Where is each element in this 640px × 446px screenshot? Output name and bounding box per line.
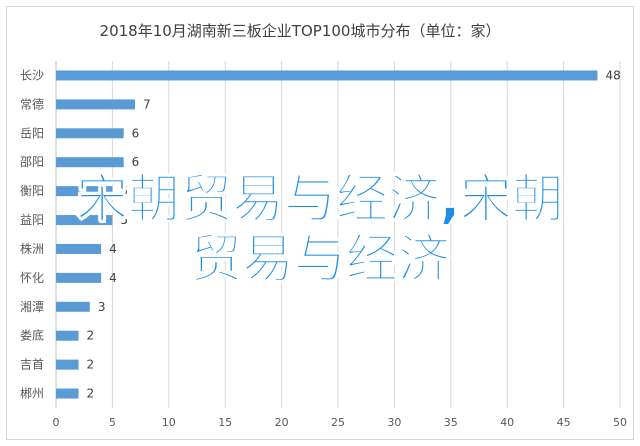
x-tick-label: 0 — [53, 416, 60, 429]
x-tick-label: 20 — [275, 416, 289, 429]
bar — [56, 301, 90, 312]
x-tick-label: 45 — [557, 416, 571, 429]
bar — [56, 359, 79, 370]
category-label: 益阳 — [20, 213, 44, 227]
grid-lines — [55, 61, 621, 408]
bar — [56, 388, 79, 399]
x-tick-label: 40 — [500, 416, 514, 429]
overlay-caption: 宋朝贸易与经济,宋朝 贸易与经济 — [0, 170, 640, 291]
data-label: 4 — [109, 242, 117, 256]
data-label: 48 — [605, 68, 620, 82]
chart-title: 2018年10月湖南新三板企业TOP100城市分布（单位：家） — [100, 22, 501, 40]
category-label: 邵阳 — [20, 155, 44, 169]
category-label: 株洲 — [20, 241, 44, 256]
x-tick-label: 50 — [613, 416, 627, 429]
category-label: 长沙 — [20, 68, 44, 82]
bar — [56, 330, 79, 341]
data-label: 2 — [87, 329, 95, 343]
bar — [56, 186, 113, 197]
category-label: 湘潭 — [20, 299, 44, 314]
category-label: 吉首 — [20, 358, 44, 372]
bar — [56, 215, 113, 226]
x-tick-label: 30 — [387, 416, 401, 429]
overlay-line-1: 宋朝贸易与经济,宋朝 — [76, 170, 565, 231]
data-label: 2 — [87, 387, 95, 401]
bar — [56, 99, 135, 110]
data-label: 7 — [143, 97, 151, 111]
x-tick-label: 25 — [331, 416, 345, 429]
x-tick-label: 5 — [109, 416, 116, 429]
category-label: 常德 — [20, 96, 44, 111]
bar — [56, 157, 124, 168]
category-label: 郴州 — [20, 387, 44, 401]
bar — [56, 70, 598, 81]
x-tick-label: 10 — [162, 416, 176, 429]
data-label: 3 — [98, 300, 106, 314]
bars — [56, 70, 598, 399]
data-labels: 48 7 6 6 5 5 4 4 3 2 2 2 — [87, 68, 621, 400]
data-label: 5 — [120, 213, 128, 227]
category-label: 岳阳 — [20, 126, 44, 140]
data-label: 5 — [120, 184, 128, 198]
bar — [56, 128, 124, 139]
data-label: 2 — [87, 358, 95, 372]
bar — [56, 243, 102, 254]
data-label: 6 — [132, 126, 140, 140]
category-label: 娄底 — [20, 328, 44, 343]
data-label: 6 — [132, 155, 140, 169]
category-label: 怀化 — [20, 271, 44, 285]
x-tick-label: 35 — [444, 416, 458, 429]
category-label: 衡阳 — [20, 184, 44, 198]
data-label: 4 — [109, 271, 117, 285]
overlay-line-2: 贸易与经济 — [189, 230, 450, 291]
x-axis-ticks: 0 5 10 15 20 25 30 35 40 45 50 — [53, 416, 628, 429]
bar — [56, 272, 102, 283]
x-tick-label: 15 — [218, 416, 232, 429]
